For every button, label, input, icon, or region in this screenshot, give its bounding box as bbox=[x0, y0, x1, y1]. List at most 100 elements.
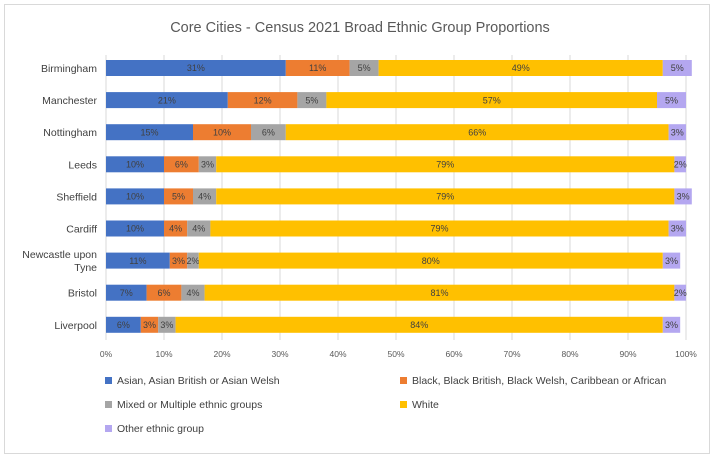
bar-data-label: 3% bbox=[671, 127, 684, 137]
bar-segment bbox=[198, 252, 663, 269]
bar-data-label: 2% bbox=[674, 288, 687, 298]
category-label: Liverpool bbox=[54, 320, 97, 332]
bar-segment bbox=[106, 220, 164, 237]
bar-segment bbox=[251, 124, 286, 141]
bar-segment bbox=[106, 92, 228, 109]
bar-data-label: 79% bbox=[436, 192, 454, 202]
bar-data-label: 49% bbox=[512, 63, 530, 73]
legend-swatch bbox=[400, 377, 407, 384]
bar-data-label: 3% bbox=[201, 160, 214, 170]
bar-data-label: 10% bbox=[126, 224, 144, 234]
bar-segment bbox=[326, 92, 657, 109]
bar-data-label: 3% bbox=[143, 320, 156, 330]
bar-segment bbox=[285, 124, 669, 141]
bar-data-label: 5% bbox=[665, 95, 678, 105]
category-label: Sheffield bbox=[56, 191, 97, 203]
category-label: Bristol bbox=[68, 288, 97, 300]
bar-data-label: 10% bbox=[213, 127, 231, 137]
bar-data-label: 6% bbox=[175, 160, 188, 170]
bar-data-label: 21% bbox=[158, 95, 176, 105]
legend-swatch bbox=[105, 425, 112, 432]
bar-segment bbox=[674, 284, 686, 301]
bar-data-label: 4% bbox=[198, 192, 211, 202]
legend-label: Asian, Asian British or Asian Welsh bbox=[117, 375, 280, 387]
category-label: Birmingham bbox=[41, 63, 97, 75]
category-labels: Birmingham Manchester Nottingham Leeds Sheff… bbox=[22, 63, 97, 332]
bar-data-label: 4% bbox=[169, 224, 182, 234]
bar-data-label: 7% bbox=[120, 288, 133, 298]
bar-data-label: 3% bbox=[665, 256, 678, 266]
x-tick-label: 100% bbox=[675, 349, 697, 359]
bar-segment bbox=[297, 92, 327, 109]
legend-label: Mixed or Multiple ethnic groups bbox=[117, 399, 262, 411]
bar-data-label: 66% bbox=[468, 127, 486, 137]
bar-segment bbox=[106, 284, 147, 301]
x-tick-label: 10% bbox=[155, 349, 172, 359]
bar-data-label: 6% bbox=[157, 288, 170, 298]
bar-data-label: 15% bbox=[140, 127, 158, 137]
bar-data-label: 10% bbox=[126, 192, 144, 202]
x-tick-label: 20% bbox=[213, 349, 230, 359]
x-tick-label: 50% bbox=[387, 349, 404, 359]
bar-data-label: 2% bbox=[186, 256, 199, 266]
bar-segment bbox=[106, 156, 164, 173]
bar-segment bbox=[193, 124, 251, 141]
category-label: Tyne bbox=[74, 262, 97, 274]
bar-data-label: 79% bbox=[430, 224, 448, 234]
bar-data-label: 5% bbox=[305, 95, 318, 105]
category-label: Nottingham bbox=[43, 127, 97, 139]
bar-data-label: 4% bbox=[186, 288, 199, 298]
bar-segment bbox=[210, 220, 669, 237]
bar-data-label: 6% bbox=[117, 320, 130, 330]
x-axis-tick-labels: 0% 10% 20% 30% 40% 50% 60% 70% 80% 90% 100% bbox=[100, 349, 697, 359]
bar-data-label: 11% bbox=[129, 256, 146, 266]
bar-data-label: 3% bbox=[671, 224, 684, 234]
bar-segment bbox=[216, 188, 675, 205]
bar-data-label: 10% bbox=[126, 160, 144, 170]
bar-segment bbox=[198, 156, 217, 173]
bar-data-label: 80% bbox=[422, 256, 440, 266]
x-tick-label: 0% bbox=[100, 349, 113, 359]
bar-data-label: 12% bbox=[254, 95, 272, 105]
bar-data-label: 31% bbox=[187, 63, 205, 73]
bar-data-label: 79% bbox=[436, 160, 454, 170]
legend-label: Black, Black British, Black Welsh, Carib… bbox=[412, 375, 666, 387]
bar-segment bbox=[181, 284, 205, 301]
bar-segment bbox=[674, 188, 692, 205]
legend-swatch bbox=[105, 401, 112, 408]
legend-swatch bbox=[400, 401, 407, 408]
legend-label: White bbox=[412, 399, 439, 411]
category-label: Leeds bbox=[68, 159, 97, 171]
bar-data-label: 5% bbox=[671, 63, 684, 73]
bar-data-label: 3% bbox=[665, 320, 678, 330]
x-tick-label: 60% bbox=[445, 349, 462, 359]
bar-data-label: 3% bbox=[160, 320, 173, 330]
bar-segment bbox=[106, 60, 286, 76]
bar-segment bbox=[668, 124, 686, 141]
chart-title: Core Cities - Census 2021 Broad Ethnic G… bbox=[170, 20, 550, 36]
bar-segment bbox=[657, 92, 686, 109]
bar-data-label: 5% bbox=[172, 192, 185, 202]
category-label: Cardiff bbox=[66, 224, 97, 236]
bar-data-label: 2% bbox=[674, 160, 687, 170]
x-tick-label: 80% bbox=[561, 349, 578, 359]
bar-data-label: 11% bbox=[309, 63, 326, 73]
bar-segment bbox=[674, 156, 686, 173]
bar-segment bbox=[106, 252, 170, 269]
bar-segment bbox=[187, 252, 199, 269]
bar-data-label: 84% bbox=[410, 320, 428, 330]
bar-segment bbox=[175, 316, 663, 333]
bar-segment bbox=[227, 92, 298, 109]
bar-segment bbox=[204, 284, 675, 301]
bar-data-label: 4% bbox=[192, 224, 205, 234]
bar-segment bbox=[106, 188, 164, 205]
bar-segment bbox=[668, 220, 686, 237]
bar-segment bbox=[146, 284, 182, 301]
bar-data-label: 57% bbox=[483, 95, 501, 105]
bar-data-label: 3% bbox=[172, 256, 185, 266]
bar-segment bbox=[378, 60, 663, 76]
x-tick-label: 30% bbox=[271, 349, 288, 359]
x-tick-label: 40% bbox=[329, 349, 346, 359]
legend-swatch bbox=[105, 377, 112, 384]
bar-data-label: 81% bbox=[430, 288, 448, 298]
